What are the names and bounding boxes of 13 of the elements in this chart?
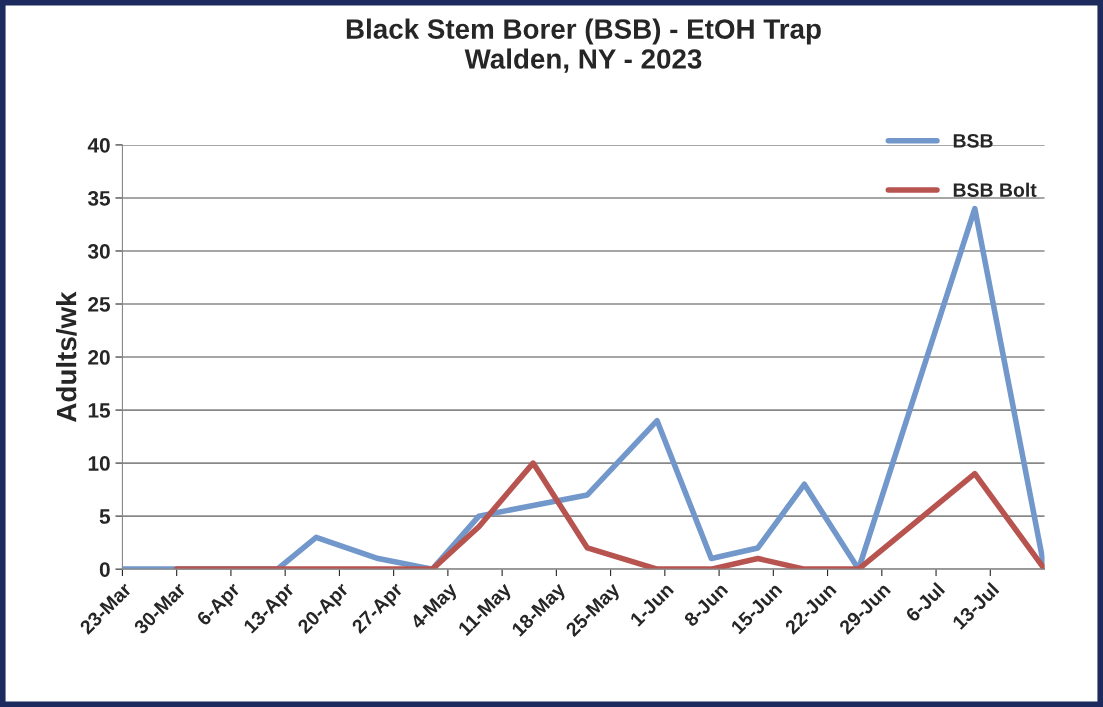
y-tick-label: 30 bbox=[87, 243, 110, 259]
chart-title: Black Stem Borer (BSB) - EtOH Trap Walden, NY - 2023 bbox=[346, 18, 821, 73]
y-tick-label: 35 bbox=[87, 190, 111, 206]
y-tick-label: 15 bbox=[88, 403, 111, 418]
y-tick-label: 20 bbox=[88, 350, 110, 365]
y-tick-label: 0 bbox=[99, 562, 110, 577]
y-tick-label: 40 bbox=[87, 137, 110, 153]
y-tick-label: 25 bbox=[88, 297, 111, 312]
y-axis-title: Adults/wk bbox=[56, 291, 77, 422]
y-tick-label: 10 bbox=[88, 456, 110, 471]
y-tick-label: 5 bbox=[99, 509, 111, 524]
legend-label: BSB Bolt bbox=[953, 182, 1037, 197]
legend-label: BSB bbox=[953, 133, 993, 148]
